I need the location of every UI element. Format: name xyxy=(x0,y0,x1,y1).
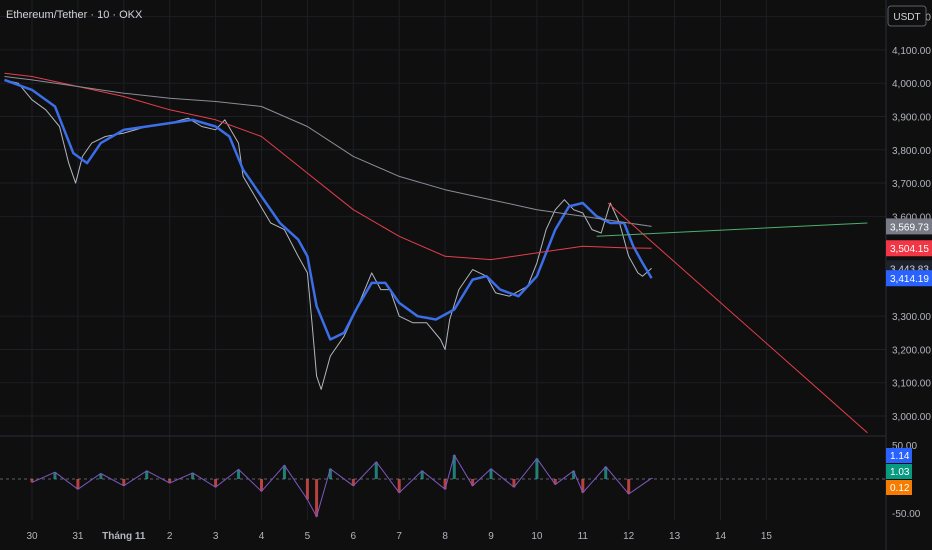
oscillator-badge: 1.14 xyxy=(886,448,912,463)
oscillator-badge-bg xyxy=(886,480,912,495)
symbol-title[interactable]: Ethereum/Tether · 10 · OKX xyxy=(6,9,143,21)
oscillator-bar xyxy=(535,458,539,479)
oscillator-pane xyxy=(0,453,886,518)
time-tick-label: 12 xyxy=(623,531,635,542)
time-tick-label: 30 xyxy=(26,531,38,542)
oscillator-badge-label: 0.12 xyxy=(890,483,910,494)
oscillator-bar xyxy=(604,466,608,479)
oscillator-bar xyxy=(328,468,332,479)
price-tick-label: 4,100.00 xyxy=(892,46,931,57)
oscillator-tick-label: 50.00 xyxy=(892,441,917,452)
time-tick-label: 15 xyxy=(761,531,773,542)
price-badge-label: 3,414.19 xyxy=(890,274,929,285)
series-trendline-green xyxy=(596,222,868,237)
oscillator-bar xyxy=(374,461,378,479)
price-tick-label: 3,300.00 xyxy=(892,312,931,323)
price-badge: 3,569.73 xyxy=(886,218,932,235)
oscillator-bar xyxy=(452,455,456,479)
oscillator-bar xyxy=(397,479,401,493)
time-tick-label: 14 xyxy=(715,531,727,542)
price-badge-bg xyxy=(886,218,932,235)
oscillator-bar xyxy=(315,479,319,517)
oscillator-bar xyxy=(351,479,355,486)
time-tick-label: 4 xyxy=(259,531,265,542)
price-tick-label: 3,200.00 xyxy=(892,345,931,356)
oscillator-bar xyxy=(260,479,263,492)
oscillator-badge-bg xyxy=(886,464,912,479)
oscillator-bar xyxy=(282,465,286,479)
oscillator-badge-bg xyxy=(886,448,912,463)
oscillator-tick-label: -50.00 xyxy=(892,509,921,520)
oscillator-bar xyxy=(581,479,585,493)
oscillator-badge-label: 1.03 xyxy=(890,467,910,478)
oscillator-bar xyxy=(572,470,576,479)
series-ma-gray xyxy=(4,76,652,227)
price-tick-label: 3,800.00 xyxy=(892,146,931,157)
price-tick-label: 3,000.00 xyxy=(892,412,931,423)
price-badge-label: 3,504.15 xyxy=(890,244,929,255)
time-axis[interactable]: 30 31 Tháng 11 2 3 4 5 6 7 8 9 10 11 12 13 14 15 xyxy=(26,531,772,542)
oscillator-bar xyxy=(512,479,516,488)
oscillator-bar xyxy=(471,479,475,486)
currency-button[interactable]: USDT xyxy=(887,5,927,27)
oscillator-bar xyxy=(443,479,447,490)
oscillator-bar xyxy=(191,472,195,479)
price-badge-label: 3,443.83 xyxy=(890,264,929,275)
series-fast-ma xyxy=(4,78,653,341)
oscillator-bar xyxy=(420,470,424,479)
time-tick-label: 8 xyxy=(442,531,448,542)
time-tick-label: 31 xyxy=(72,531,84,542)
currency-label: USDT xyxy=(893,12,920,23)
oscillator-bar xyxy=(237,469,241,479)
price-badge-label: 3,569.73 xyxy=(890,222,929,233)
oscillator-badge: 1.03 xyxy=(886,464,912,479)
price-badge-bg xyxy=(886,240,932,257)
oscillator-bar xyxy=(30,479,34,483)
time-tick-label: 11 xyxy=(578,531,589,542)
time-tick-label: 6 xyxy=(351,531,357,542)
price-tick-label: 3,700.00 xyxy=(892,179,931,190)
price-tick-label: 3,900.00 xyxy=(892,112,931,123)
time-tick-label: 7 xyxy=(396,531,402,542)
time-tick-label: 2 xyxy=(167,531,173,542)
oscillator-bar xyxy=(145,470,149,479)
oscillator-badge-label: 1.14 xyxy=(890,451,910,462)
oscillator-bar xyxy=(168,479,172,484)
oscillator-axis[interactable]: 50.00 -50.00 1.14 1.03 0.12 xyxy=(886,441,921,520)
oscillator-bar xyxy=(53,472,57,479)
oscillator-bar xyxy=(99,473,103,479)
price-tick-label: 4,000.00 xyxy=(892,79,931,90)
price-tick-label: 3,600.00 xyxy=(892,212,931,223)
price-badge-bg xyxy=(886,270,932,287)
time-tick-label: 5 xyxy=(305,531,311,542)
time-tick-label: 9 xyxy=(488,531,494,542)
time-tick-label: 10 xyxy=(531,531,543,542)
time-tick-label: Tháng 11 xyxy=(102,531,146,542)
time-tick-label: 3 xyxy=(213,531,219,542)
oscillator-bar xyxy=(627,479,631,495)
chart-series xyxy=(4,72,868,434)
time-tick-label: 13 xyxy=(669,531,681,542)
price-badge: 3,504.15 xyxy=(886,240,932,257)
oscillator-badge: 0.12 xyxy=(886,480,912,495)
oscillator-line xyxy=(31,453,652,518)
oscillator-bar xyxy=(553,479,557,485)
oscillator-bar xyxy=(76,479,80,490)
series-trendline-red xyxy=(607,202,868,434)
price-badge: 3,414.19 xyxy=(886,270,932,287)
oscillator-bar xyxy=(122,479,126,486)
oscillator-bar xyxy=(305,479,309,500)
oscillator-bar xyxy=(214,479,218,488)
price-tick-label: 3,100.00 xyxy=(892,379,931,390)
oscillator-bar xyxy=(489,468,493,479)
series-ma-red xyxy=(4,72,652,261)
